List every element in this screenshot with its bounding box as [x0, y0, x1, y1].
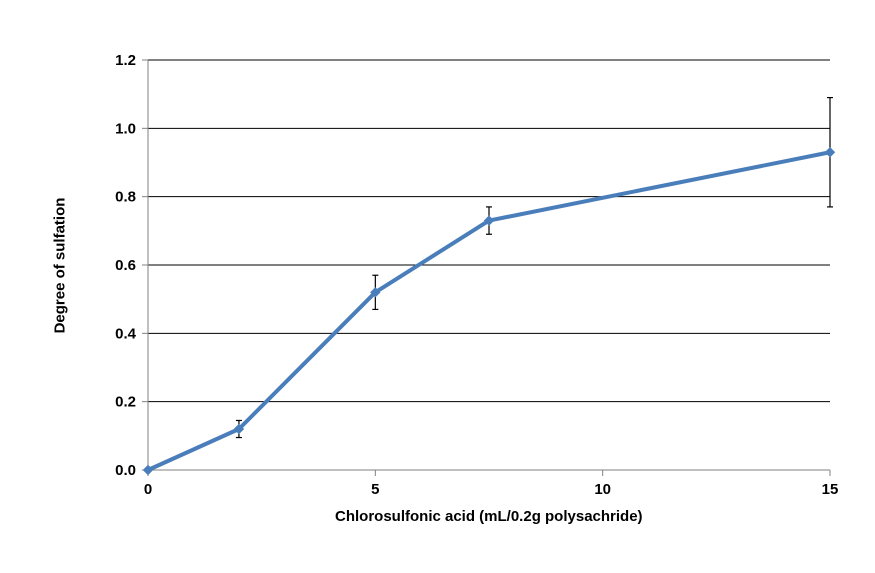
- y-tick-label: 0.4: [115, 325, 137, 342]
- data-marker: [826, 148, 835, 157]
- x-axis-label: Chlorosulfonic acid (mL/0.2g polysachrid…: [335, 508, 643, 525]
- y-tick-label: 1.2: [115, 52, 136, 69]
- y-tick-label: 1.0: [115, 120, 136, 137]
- x-tick-label: 5: [371, 481, 379, 498]
- chart-container: 0.0 0.2 0.4 0.6 0.8 1.0 1.2 0 5 10 15 Degree of su…: [0, 0, 875, 573]
- chart-svg: 0.0 0.2 0.4 0.6 0.8 1.0 1.2 0 5 10 15: [0, 0, 875, 573]
- data-line: [148, 152, 830, 470]
- x-tick-label: 10: [594, 481, 611, 498]
- x-tick-label: 15: [822, 481, 839, 498]
- y-axis-label: Degree of sulfation: [51, 197, 68, 333]
- y-tick-label: 0.2: [115, 394, 136, 411]
- y-tick-label: 0.0: [115, 462, 136, 479]
- x-tick-label: 0: [144, 481, 152, 498]
- y-tick-label: 0.6: [115, 257, 136, 274]
- y-tick-label: 0.8: [115, 189, 136, 206]
